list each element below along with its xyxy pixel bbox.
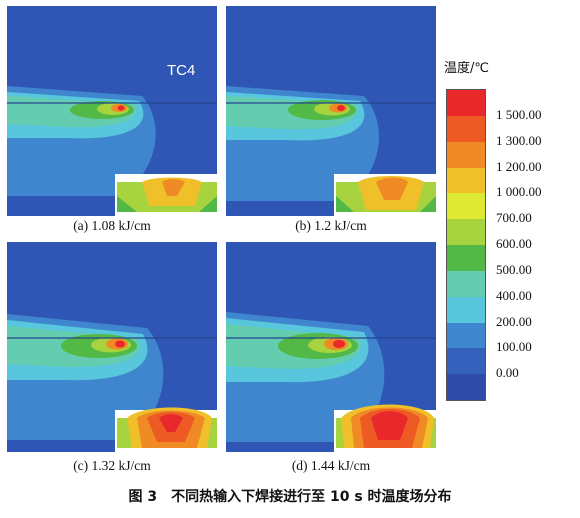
legend-swatch xyxy=(447,90,485,117)
legend-colorbar xyxy=(446,89,486,401)
legend-swatch xyxy=(447,167,485,194)
panel-b-temperature-field xyxy=(226,6,436,216)
legend-swatch xyxy=(447,374,485,401)
legend-label: 200.00 xyxy=(496,313,532,329)
legend-swatch xyxy=(447,115,485,143)
legend-swatch xyxy=(447,219,485,246)
legend-swatch xyxy=(447,296,485,323)
panel-b-caption: (b) 1.2 kJ/cm xyxy=(295,218,367,233)
legend-label: 600.00 xyxy=(496,236,532,251)
legend-label: 400.00 xyxy=(496,287,532,303)
legend-label: 500.00 xyxy=(496,261,532,277)
legend-swatch xyxy=(447,245,485,272)
figure-caption: 图 3 不同热输入下焊接进行至 10 s 时温度场分布 xyxy=(128,489,452,505)
legend-swatch xyxy=(447,322,485,349)
legend-label: 100.00 xyxy=(496,339,532,355)
panel-c-temperature-field xyxy=(7,242,217,452)
legend-label: 1 200.00 xyxy=(496,158,542,174)
legend-label: 1 300.00 xyxy=(496,132,542,148)
legend-swatch xyxy=(447,348,485,375)
legend-title: 温度/℃ xyxy=(444,61,489,76)
legend-label: 700.00 xyxy=(496,210,532,226)
legend-swatch xyxy=(447,193,485,220)
panel-c-caption: (c) 1.32 kJ/cm xyxy=(73,458,151,473)
material-label: TC4 xyxy=(167,62,196,79)
panel-a-caption: (a) 1.08 kJ/cm xyxy=(73,218,151,233)
legend-label: 0.00 xyxy=(496,365,519,381)
legend-swatch xyxy=(447,141,485,168)
legend-label: 1 000.00 xyxy=(496,184,542,200)
legend-swatch xyxy=(447,270,485,298)
legend-label: 1 500.00 xyxy=(496,106,542,122)
panel-d-caption: (d) 1.44 kJ/cm xyxy=(291,458,371,473)
panel-a-temperature-field: TC4 xyxy=(7,6,217,216)
panel-d-temperature-field xyxy=(226,242,436,452)
